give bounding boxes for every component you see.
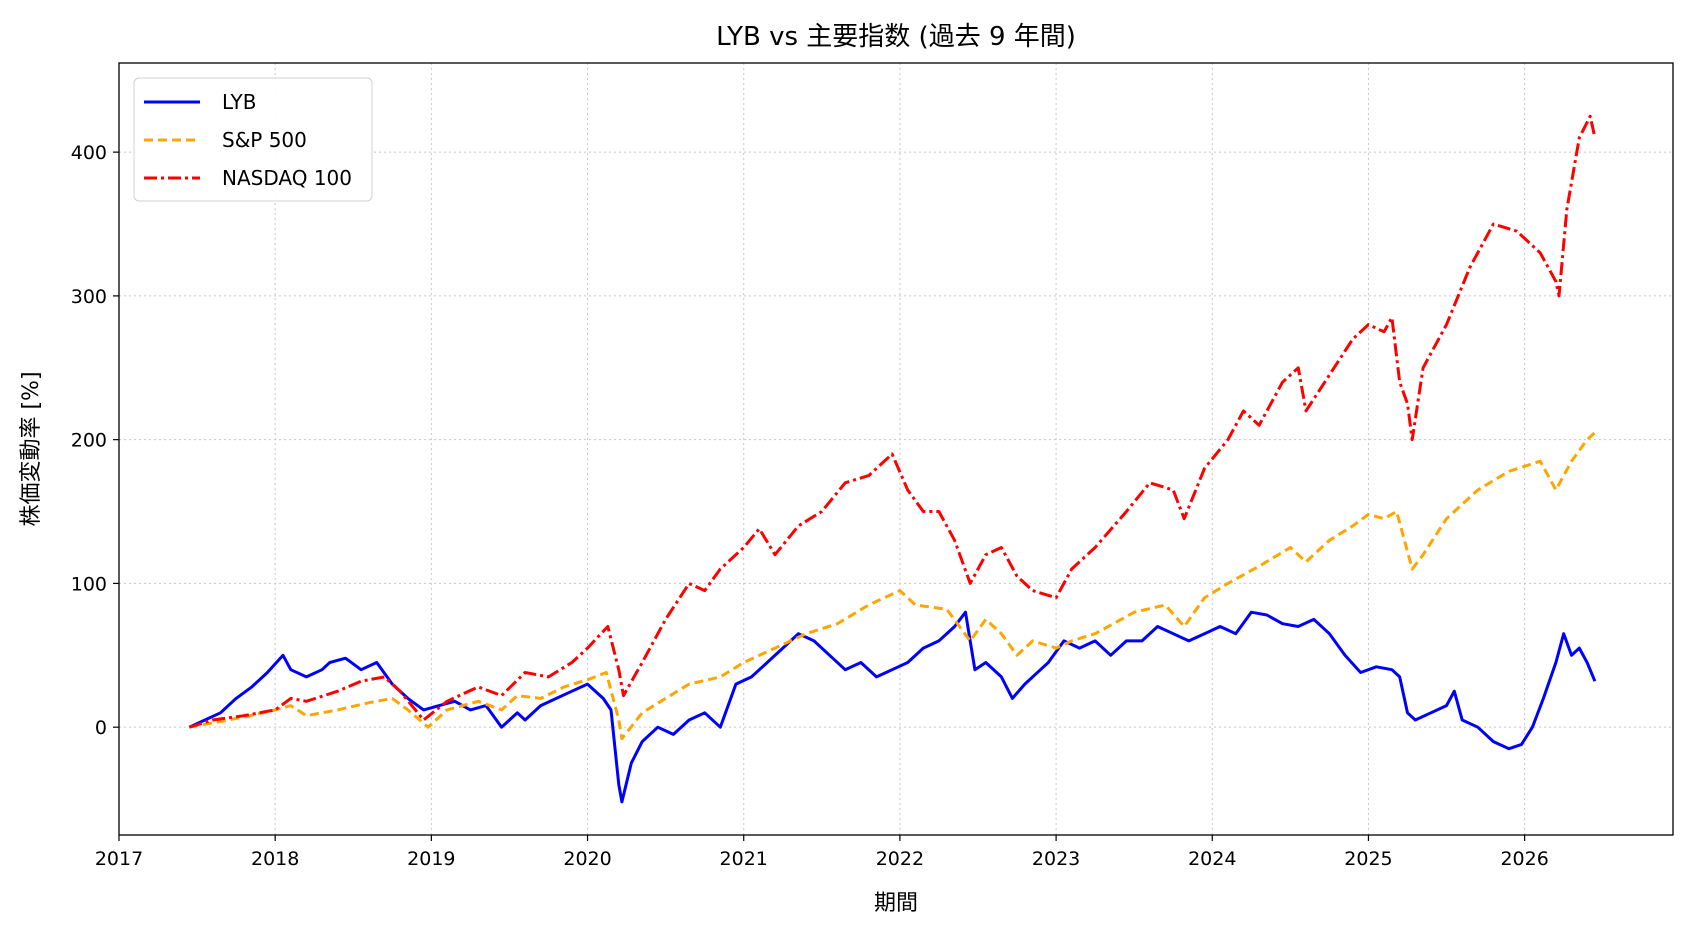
x-tick-label: 2022	[876, 848, 924, 870]
y-axis-label: 株価変動率 [%]	[19, 371, 44, 526]
series-line-0	[188, 610, 1597, 804]
x-tick-label: 2019	[407, 848, 455, 870]
legend-label: LYB	[222, 90, 256, 114]
y-tick-label: 300	[71, 286, 107, 308]
series-line-1	[189, 431, 1596, 741]
y-tick-label: 400	[71, 142, 107, 164]
y-tick-label: 100	[71, 573, 107, 595]
x-tick-label: 2026	[1500, 848, 1548, 870]
y-axis-ticks: 0 100 200 300 400	[71, 142, 119, 739]
x-tick-label: 2020	[563, 848, 611, 870]
x-tick-label: 2018	[251, 848, 299, 870]
x-tick-label: 2023	[1032, 848, 1080, 870]
legend-box	[133, 77, 373, 202]
y-tick-label: 200	[71, 430, 107, 452]
x-tick-label: 2021	[720, 848, 768, 870]
y-tick-label: 0	[95, 717, 107, 739]
series-lines	[188, 114, 1597, 804]
chart-title: LYB vs 主要指数 (過去 9 年間)	[716, 22, 1076, 52]
grid-lines	[118, 63, 1673, 835]
x-axis-ticks: 2017 2018 2019 2020 2021 2022 2023 2024 2025 2026	[95, 835, 1549, 870]
x-tick-label: 2017	[95, 848, 143, 870]
legend-label: NASDAQ 100	[222, 166, 352, 190]
x-tick-label: 2024	[1188, 848, 1236, 870]
plot-frame	[118, 62, 1674, 836]
legend-label: S&P 500	[222, 128, 307, 152]
x-tick-label: 2025	[1344, 848, 1392, 870]
legend: LYB S&P 500 NASDAQ 100	[133, 77, 373, 202]
series-line-2	[188, 114, 1597, 729]
x-axis-label: 期間	[874, 891, 918, 916]
